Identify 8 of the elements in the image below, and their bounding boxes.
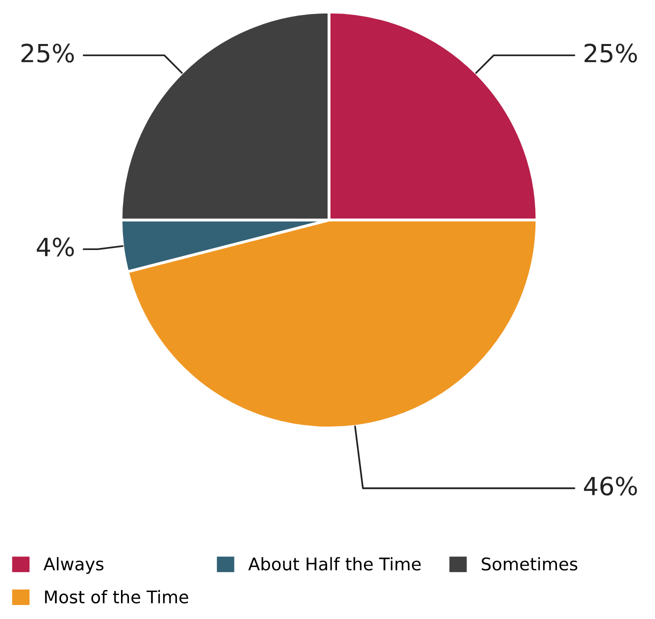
data-label: 4% xyxy=(36,238,74,256)
data-label: 46% xyxy=(584,476,637,496)
legend-label: Sometimes xyxy=(482,557,578,571)
legend-label: Most of the Time xyxy=(45,590,188,604)
legend-label: About Half the Time xyxy=(248,557,421,571)
data-label: 25% xyxy=(22,44,74,63)
legend-label: Always xyxy=(44,557,104,574)
data-label: 25% xyxy=(584,44,637,63)
